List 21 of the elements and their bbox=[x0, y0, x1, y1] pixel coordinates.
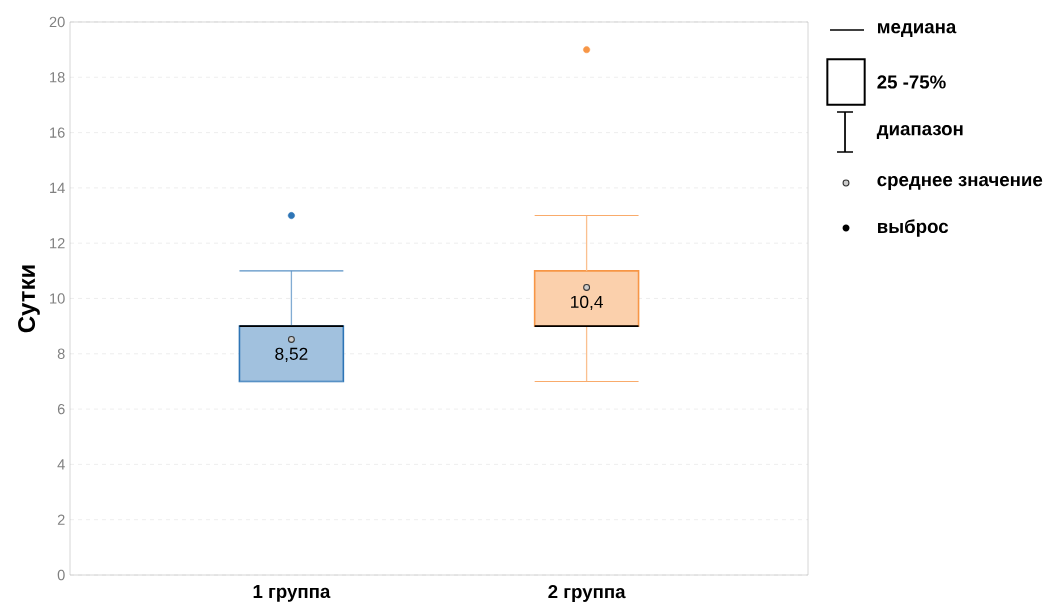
x-tick-label: 2 группа bbox=[548, 585, 626, 602]
text: среднее значение bbox=[877, 176, 1043, 190]
y-tick-label: 20 bbox=[49, 16, 65, 28]
annotation: 8,52 bbox=[275, 347, 308, 363]
y-tick-label: 6 bbox=[57, 403, 65, 415]
y-tick-label: 16 bbox=[50, 127, 65, 138]
text: выброс bbox=[878, 219, 949, 237]
y-tick-label: 12 bbox=[50, 238, 65, 249]
text: медиана bbox=[878, 23, 957, 37]
text: диапазон bbox=[876, 125, 963, 139]
y-tick-label: 14 bbox=[50, 182, 65, 193]
x-tick-label: 1 группа bbox=[253, 585, 331, 602]
y-tick-label: 18 bbox=[50, 72, 65, 83]
y-tick-label: 8 bbox=[57, 348, 65, 359]
y-tick-label: 4 bbox=[57, 459, 65, 470]
y-tick-label: 0 bbox=[57, 569, 65, 581]
text: 25 -75% bbox=[877, 75, 946, 89]
y-tick-label: 10 bbox=[50, 293, 65, 304]
y-tick-label: 2 bbox=[57, 514, 65, 525]
annotation: 10,4 bbox=[571, 295, 603, 311]
y-axis-title: Сутки bbox=[18, 265, 40, 333]
